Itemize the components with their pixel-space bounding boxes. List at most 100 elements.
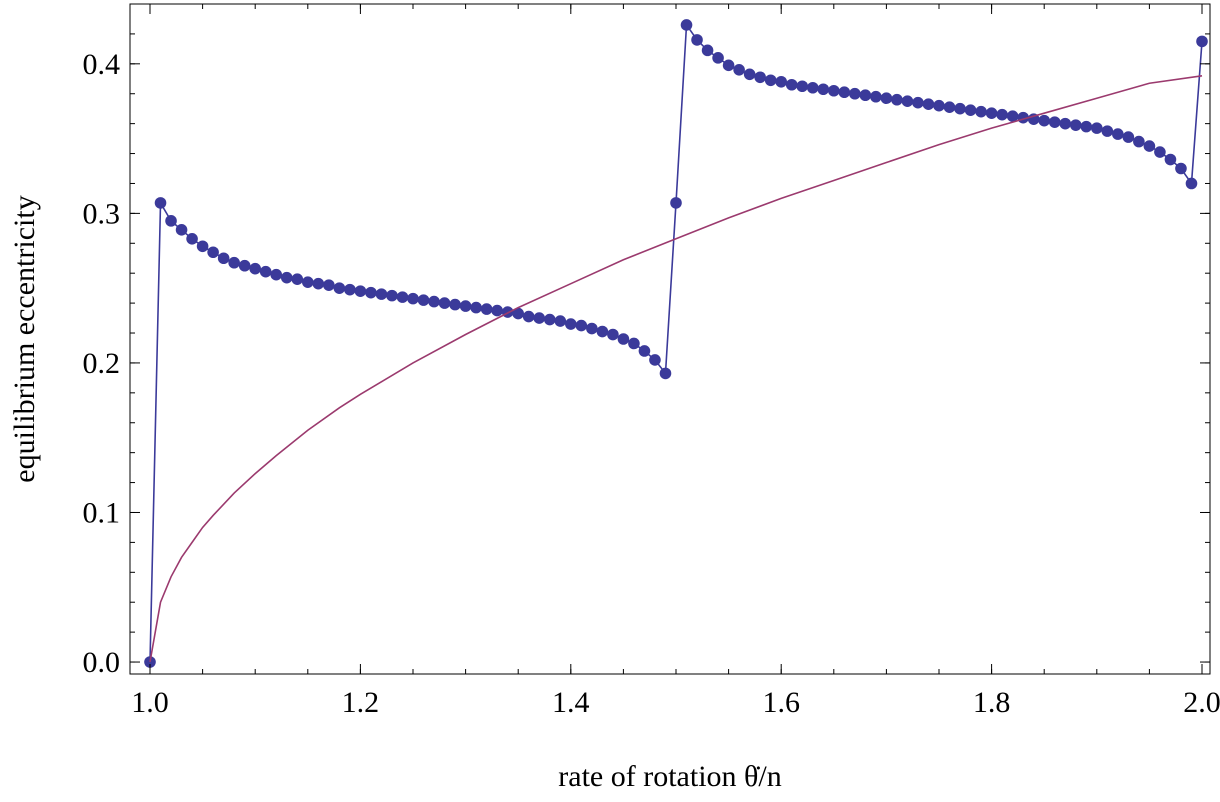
series-1-point (1059, 117, 1072, 130)
y-tick-label: 0.1 (83, 496, 121, 529)
series-2-line (149, 74, 1203, 663)
series-1-point (459, 300, 472, 312)
series-1-point (670, 197, 682, 209)
ticks-layer: 1.0 1.2 1.4 1.6 1.8 2.0 0.0 0.1 0.2 0.3 0.4 (83, 3, 1220, 719)
series-1-point (543, 313, 556, 326)
series-1-point (165, 215, 177, 227)
series-1-point (533, 312, 546, 324)
series-1-point (901, 95, 914, 108)
x-tick-label: 1.8 (973, 686, 1011, 719)
series-1-point (943, 101, 956, 113)
series-1-point (922, 98, 935, 111)
series-1-point (607, 328, 619, 341)
series-1-point (659, 367, 672, 380)
series-1-point (733, 64, 745, 76)
series-1-point (154, 197, 167, 209)
series-1-point (249, 262, 261, 275)
series-1-point (175, 224, 188, 236)
series-1-point (259, 265, 272, 278)
y-tick-label: 0.2 (83, 347, 121, 380)
series-1-point (344, 283, 356, 296)
series-1-point (270, 268, 283, 281)
series-1-point (617, 333, 630, 345)
series-1-point (438, 297, 451, 309)
series-1-point (302, 276, 314, 288)
series-1-point (207, 246, 219, 259)
series-1-point (838, 86, 851, 99)
series-1-point (785, 78, 798, 91)
series-1-point (396, 291, 409, 303)
series-1-point (1175, 162, 1187, 175)
series-1-point (238, 259, 251, 272)
series-1-point (323, 279, 335, 291)
series-1-point (996, 108, 1008, 121)
series-1-point (817, 83, 830, 96)
series-1-point (565, 318, 577, 330)
x-tick-label: 1.0 (131, 686, 169, 719)
x-tick-label: 1.6 (762, 686, 800, 719)
series-1-point (586, 322, 598, 335)
y-tick-label: 0.4 (83, 48, 121, 81)
series-1-point (1038, 114, 1050, 127)
series-1-point (743, 68, 756, 81)
series-1-point (891, 93, 903, 106)
series-1-point (1112, 128, 1124, 140)
series-1-point (975, 105, 987, 118)
series-1-point (365, 286, 377, 299)
series-1-point (470, 301, 482, 314)
x-tick-label: 1.4 (552, 686, 590, 719)
series-1-point (1080, 120, 1093, 133)
series-1-point (1048, 116, 1061, 128)
series-1-point (1006, 110, 1019, 122)
series-1-point (859, 89, 872, 102)
series-1-point (575, 319, 588, 332)
series-1-point (796, 80, 809, 93)
series-1-point (628, 337, 640, 350)
series-1-point (691, 34, 703, 46)
x-tick-label: 2.0 (1183, 686, 1220, 719)
series-1-point (912, 96, 924, 109)
series-1-point (754, 71, 766, 84)
series-1-point (1122, 131, 1135, 143)
y-axis-label: equilibrium eccentricity (8, 195, 41, 482)
series-1-point (196, 240, 209, 253)
series-1-point (312, 277, 325, 290)
series-1-point (701, 44, 714, 57)
series-1-point (291, 273, 304, 285)
series-1-point (1196, 35, 1208, 48)
series-1-point (480, 303, 493, 315)
series-1-point (712, 52, 724, 64)
series-1-point (333, 282, 346, 294)
series-1-point (1154, 146, 1166, 158)
series-layer (144, 19, 1208, 668)
series-1-point (217, 252, 230, 265)
series-1-point (1185, 177, 1198, 190)
series-1-point (764, 74, 777, 87)
series-1-point (1091, 122, 1103, 134)
series-1-point (554, 315, 567, 327)
series-1-point (228, 256, 240, 269)
series-1-point (354, 285, 367, 297)
series-1-point (775, 75, 787, 88)
series-1-point (964, 104, 977, 116)
series-1-point (407, 292, 419, 305)
series-1-point (1069, 119, 1082, 131)
series-1-point (596, 325, 609, 338)
series-1-point (375, 288, 388, 300)
series-1-point (1164, 153, 1177, 166)
series-1-point (428, 295, 440, 308)
series-1-point (806, 81, 819, 94)
series-1-point (722, 59, 735, 72)
series-1-point (417, 294, 430, 306)
series-1-point (449, 298, 461, 311)
series-1-point (512, 307, 524, 320)
series-1-point (1143, 140, 1156, 152)
x-axis-label: rate of rotation θ̇/n (558, 760, 781, 793)
plot-frame (129, 3, 1211, 675)
series-1-point (280, 271, 293, 284)
series-1-point (186, 232, 198, 245)
series-1-point (680, 19, 693, 31)
series-1-point (649, 354, 661, 366)
series-1-point (1133, 135, 1145, 148)
